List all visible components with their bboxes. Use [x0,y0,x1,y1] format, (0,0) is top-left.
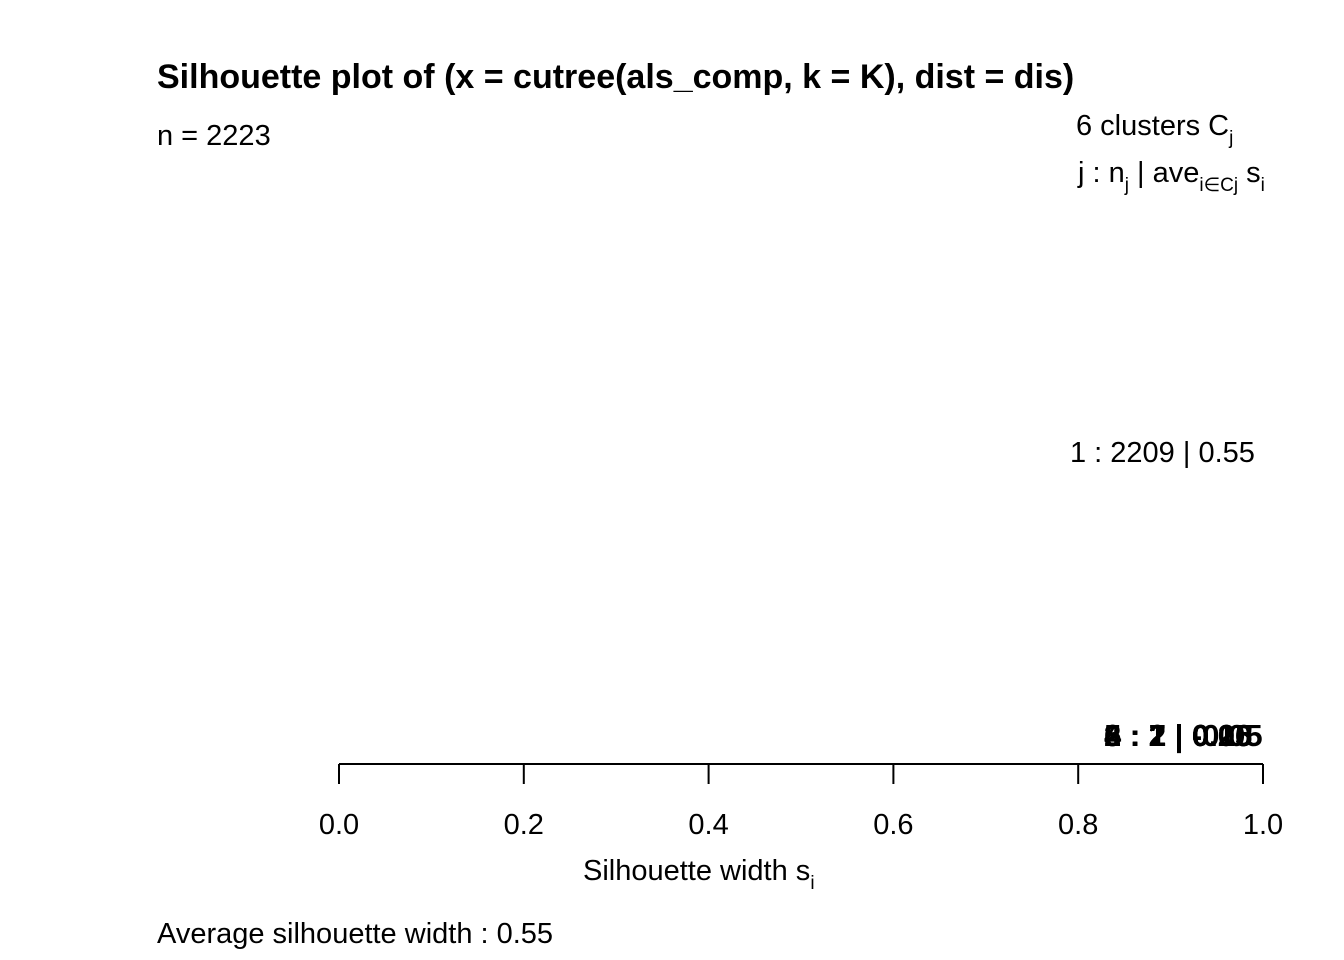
cluster-label-6: 6 : 2 | -0.05 [1104,718,1263,753]
cluster-label-5: 5 : 2 | 0.05 [1104,718,1253,753]
sample-size-label: n = 2223 [157,120,271,152]
x-tick-label: 0.6 [873,809,913,841]
clusters-header-main: 6 clusters C [1076,110,1230,142]
legend-s-sub: i [1260,175,1265,196]
legend-s: s [1238,157,1261,189]
legend-j: j : n [1078,157,1125,189]
x-tick-label: 0.8 [1058,809,1098,841]
clusters-header-sub: j [1229,128,1234,149]
clusters-header: 6 clusters Cj [1076,110,1233,149]
legend-header: j : nj | avei∈Cj si [1078,157,1265,196]
x-tick-label: 0.4 [688,809,728,841]
x-tick-label: 0.0 [319,809,359,841]
x-axis-label-main: Silhouette width s [583,855,811,887]
x-axis: 0.0 0.2 0.4 0.6 0.8 1.0 [319,763,1283,841]
x-tick-label: 1.0 [1243,809,1283,841]
legend-j-sub: j [1124,175,1129,196]
cluster-label-4: 4 : 1 | 0.00 [1104,718,1253,753]
x-axis-label-sub: i [810,873,815,894]
x-axis-label: Silhouette width si [583,855,815,894]
x-tick-label: 0.2 [504,809,544,841]
cluster-label-3: 3 : 2 | 0.15 [1104,718,1253,753]
average-silhouette-label: Average silhouette width : 0.55 [157,918,554,950]
legend-ave-sub: i∈Cj [1199,175,1239,196]
cluster-label-2: 2 : 7 | 0.26 [1104,718,1253,753]
legend-ave: | ave [1128,157,1200,189]
chart-title: Silhouette plot of (x = cutree(als_comp,… [157,58,1075,96]
cluster-label-1: 1 : 2209 | 0.55 [1070,437,1255,469]
